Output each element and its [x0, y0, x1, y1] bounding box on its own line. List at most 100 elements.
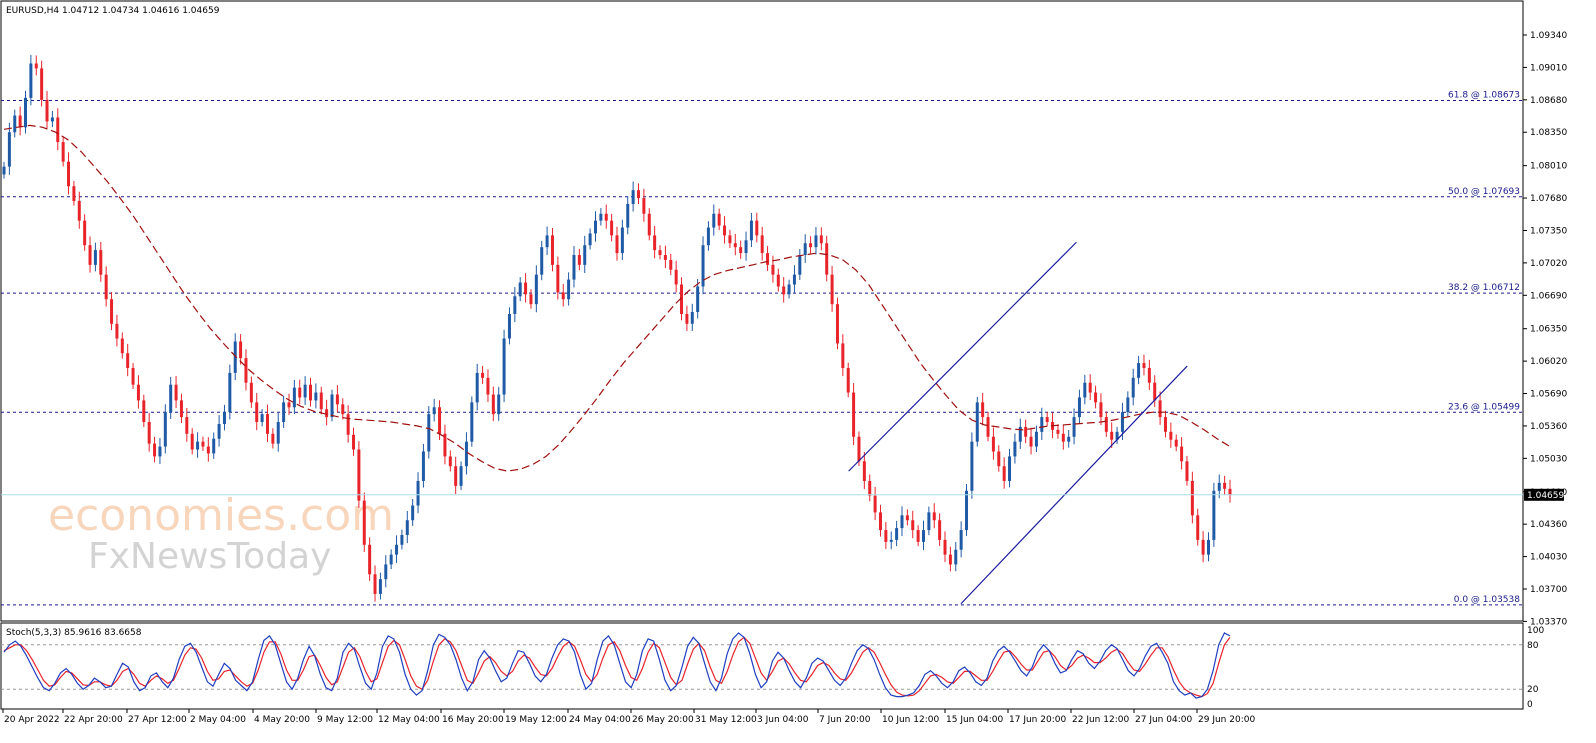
candle-body[interactable]	[1034, 431, 1038, 447]
candle-body[interactable]	[481, 372, 485, 378]
candle-body[interactable]	[126, 353, 130, 368]
candle-body[interactable]	[83, 220, 87, 246]
candle-body[interactable]	[1180, 446, 1184, 462]
candle-body[interactable]	[1223, 482, 1227, 489]
candle-body[interactable]	[212, 438, 216, 454]
candle-body[interactable]	[577, 255, 581, 265]
candle-body[interactable]	[282, 402, 286, 423]
candle-body[interactable]	[1077, 397, 1081, 418]
candle-body[interactable]	[583, 245, 587, 265]
candle-body[interactable]	[1088, 382, 1092, 393]
candle-body[interactable]	[196, 441, 200, 450]
candle-body[interactable]	[610, 220, 614, 236]
candle-body[interactable]	[502, 338, 506, 395]
candle-body[interactable]	[1008, 456, 1012, 481]
stochastic-panel[interactable]	[0, 622, 1524, 710]
candle-body[interactable]	[1110, 431, 1114, 440]
candle-body[interactable]	[932, 512, 936, 521]
candle-body[interactable]	[1104, 417, 1108, 432]
candle-body[interactable]	[792, 274, 796, 285]
candle-body[interactable]	[249, 382, 253, 403]
candle-body[interactable]	[857, 436, 861, 462]
candle-body[interactable]	[524, 282, 528, 295]
candle-body[interactable]	[24, 97, 28, 128]
candle-body[interactable]	[319, 392, 323, 410]
candle-body[interactable]	[303, 384, 307, 398]
candle-body[interactable]	[1056, 429, 1060, 434]
candle-body[interactable]	[706, 227, 710, 246]
candle-body[interactable]	[965, 490, 969, 531]
candle-body[interactable]	[265, 414, 269, 434]
candle-body[interactable]	[77, 201, 81, 221]
candle-body[interactable]	[260, 414, 264, 423]
candle-body[interactable]	[201, 441, 205, 447]
candle-body[interactable]	[588, 233, 592, 246]
candle-body[interactable]	[335, 394, 339, 405]
candle-body[interactable]	[395, 544, 399, 555]
candle-body[interactable]	[550, 235, 554, 265]
candle-body[interactable]	[868, 480, 872, 496]
candle-body[interactable]	[115, 323, 119, 339]
candle-body[interactable]	[647, 213, 651, 236]
candle-body[interactable]	[239, 341, 243, 359]
candle-body[interactable]	[330, 394, 334, 418]
candle-body[interactable]	[432, 407, 436, 415]
channel-line[interactable]	[848, 241, 1077, 472]
candle-body[interactable]	[72, 186, 76, 202]
candle-body[interactable]	[206, 446, 210, 454]
candle-body[interactable]	[276, 422, 280, 444]
candle-body[interactable]	[1072, 417, 1076, 437]
candle-body[interactable]	[739, 247, 743, 254]
candle-body[interactable]	[142, 400, 146, 423]
candle-body[interactable]	[1147, 367, 1151, 383]
candle-body[interactable]	[819, 235, 823, 244]
candle-body[interactable]	[631, 190, 635, 204]
candle-body[interactable]	[771, 264, 775, 275]
candle-body[interactable]	[959, 530, 963, 550]
candle-body[interactable]	[943, 539, 947, 555]
candle-body[interactable]	[497, 394, 501, 415]
main-chart-panel[interactable]	[0, 0, 1524, 622]
candle-body[interactable]	[1067, 436, 1071, 442]
candle-body[interactable]	[991, 436, 995, 452]
candle-body[interactable]	[1212, 490, 1216, 540]
candle-body[interactable]	[1120, 412, 1124, 432]
candle-body[interactable]	[255, 402, 259, 423]
candle-body[interactable]	[40, 68, 44, 100]
candle-body[interactable]	[61, 142, 65, 162]
candle-body[interactable]	[163, 412, 167, 447]
candle-body[interactable]	[809, 243, 813, 248]
candle-body[interactable]	[1217, 482, 1221, 491]
candle-body[interactable]	[948, 554, 952, 565]
candle-body[interactable]	[104, 274, 108, 300]
candle-body[interactable]	[486, 377, 490, 395]
candle-body[interactable]	[1206, 539, 1210, 555]
candle-body[interactable]	[131, 367, 135, 385]
candle-body[interactable]	[1196, 515, 1200, 540]
candle-body[interactable]	[599, 213, 603, 221]
candle-body[interactable]	[314, 392, 318, 401]
candle-body[interactable]	[373, 574, 377, 594]
candle-body[interactable]	[45, 99, 49, 122]
candle-body[interactable]	[1163, 417, 1167, 432]
candle-body[interactable]	[873, 495, 877, 513]
candle-body[interactable]	[798, 255, 802, 275]
candle-body[interactable]	[389, 554, 393, 565]
candle-body[interactable]	[470, 402, 474, 442]
candle-body[interactable]	[685, 313, 689, 324]
candle-body[interactable]	[534, 274, 538, 305]
candle-body[interactable]	[513, 296, 517, 314]
candle-body[interactable]	[567, 279, 571, 300]
candle-body[interactable]	[653, 235, 657, 251]
candle-body[interactable]	[1083, 382, 1087, 398]
candle-body[interactable]	[1061, 433, 1065, 442]
candle-body[interactable]	[34, 63, 38, 69]
candle-body[interactable]	[825, 243, 829, 275]
candle-body[interactable]	[1185, 461, 1189, 481]
candle-body[interactable]	[604, 213, 608, 221]
candle-body[interactable]	[1169, 431, 1173, 440]
candle-body[interactable]	[110, 299, 114, 324]
candle-body[interactable]	[927, 512, 931, 531]
candle-body[interactable]	[1142, 363, 1146, 368]
candle-body[interactable]	[540, 247, 544, 275]
